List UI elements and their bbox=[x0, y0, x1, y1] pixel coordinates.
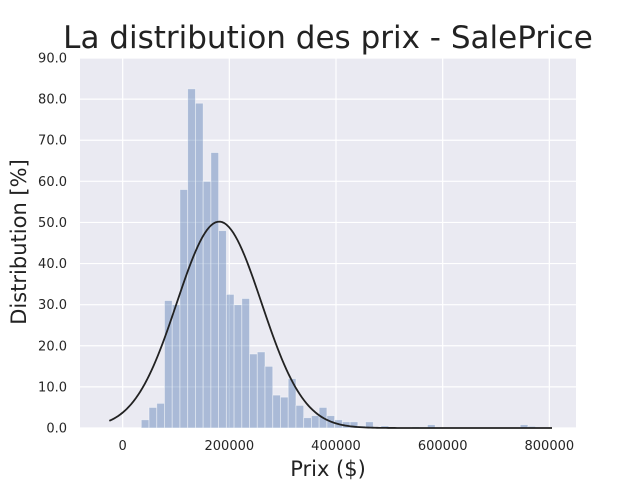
x-axis-label: Prix ($) bbox=[290, 457, 366, 480]
x-tick-label: 200000 bbox=[205, 439, 255, 454]
x-axis-ticks: 0 200000 400000 600000 800000 bbox=[119, 439, 575, 454]
histogram-bar bbox=[311, 415, 320, 429]
histogram-bar bbox=[179, 189, 189, 429]
histogram-bar bbox=[202, 180, 212, 429]
x-tick-label: 600000 bbox=[418, 439, 468, 454]
histogram-bar bbox=[241, 298, 250, 429]
normal-fit-curve bbox=[108, 220, 552, 429]
histogram-bar bbox=[264, 365, 274, 429]
histogram-bar bbox=[210, 152, 220, 429]
y-tick-label: 80.0 bbox=[38, 93, 67, 108]
histogram-bar bbox=[218, 230, 227, 429]
histogram-bar bbox=[295, 404, 305, 429]
y-tick-label: 20.0 bbox=[38, 339, 67, 354]
y-tick-label: 70.0 bbox=[38, 134, 67, 149]
histogram-bar bbox=[225, 293, 235, 429]
histogram-bar bbox=[287, 378, 297, 429]
chart-title: La distribution des prix - SalePrice bbox=[63, 20, 593, 56]
y-axis-ticks: 0.0 10.0 20.0 30.0 40.0 50.0 60.0 70.0 80.0 90.0 bbox=[38, 52, 67, 437]
grid-lines bbox=[80, 57, 576, 429]
histogram-bar bbox=[187, 88, 196, 429]
histogram-bar bbox=[233, 304, 243, 429]
histogram-bar bbox=[148, 407, 158, 429]
y-tick-label: 40.0 bbox=[38, 257, 67, 272]
histogram-bar bbox=[156, 402, 165, 429]
y-tick-label: 50.0 bbox=[38, 216, 67, 231]
histogram-bar bbox=[195, 102, 204, 429]
histogram-bar bbox=[256, 351, 266, 429]
histogram-bar bbox=[249, 353, 258, 429]
histogram-bar bbox=[280, 396, 289, 429]
y-tick-label: 60.0 bbox=[38, 175, 67, 190]
y-tick-label: 90.0 bbox=[38, 52, 67, 67]
y-tick-label: 0.0 bbox=[46, 422, 67, 437]
y-tick-label: 10.0 bbox=[38, 380, 67, 395]
y-tick-label: 30.0 bbox=[38, 298, 67, 313]
plot-area bbox=[80, 58, 576, 428]
x-tick-label: 800000 bbox=[525, 439, 575, 454]
x-tick-label: 0 bbox=[119, 439, 127, 454]
histogram-bar bbox=[349, 421, 359, 429]
histogram-bar bbox=[303, 417, 312, 429]
histogram-bar bbox=[272, 394, 281, 429]
histogram-bar bbox=[140, 419, 150, 429]
x-tick-label: 400000 bbox=[311, 439, 361, 454]
y-axis-label: Distribution [%] bbox=[7, 159, 31, 325]
histogram-bar bbox=[171, 304, 181, 429]
